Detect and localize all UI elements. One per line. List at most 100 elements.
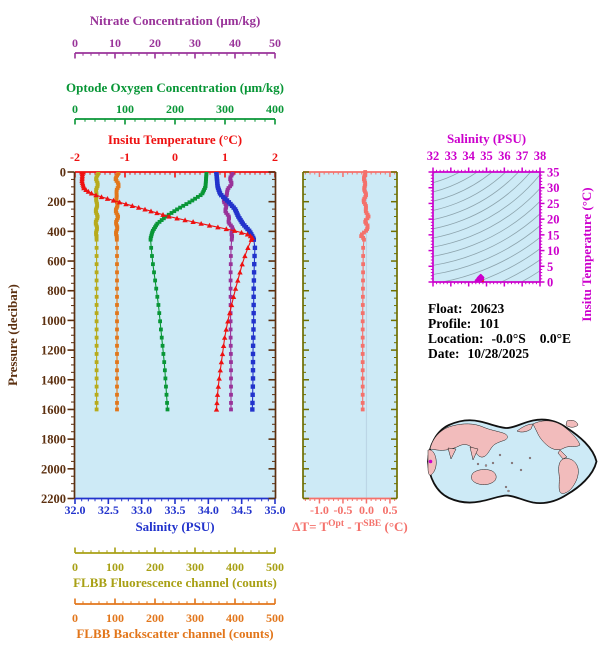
pressure-tick-label: 1000 xyxy=(41,314,66,328)
nitrate-marker xyxy=(229,384,233,389)
temperature-marker xyxy=(215,383,222,389)
delta-panel-background xyxy=(303,172,397,499)
fluorescence-tick-label: 0 xyxy=(72,560,78,574)
backscatter-tick-label: 500 xyxy=(266,611,284,625)
map-island xyxy=(484,464,488,467)
ts-temperature-tick-label: 30 xyxy=(547,181,560,195)
temperature-marker xyxy=(244,231,251,237)
backscatter-marker xyxy=(115,278,119,283)
oxygen-marker xyxy=(165,407,170,412)
delta-title-part: - T xyxy=(344,519,364,534)
fluorescence-tick-label: 500 xyxy=(266,560,284,574)
nitrate-marker xyxy=(229,407,233,412)
temperature-marker xyxy=(221,334,228,340)
map-landmass xyxy=(558,458,579,494)
oxygen-marker xyxy=(154,286,159,291)
salinity-marker xyxy=(250,359,256,365)
map-landmass xyxy=(565,419,579,428)
temperature-tick-label: 2 xyxy=(272,150,278,164)
temperature-marker xyxy=(225,318,231,324)
ts-salinity-axis-title: Salinity (PSU) xyxy=(447,131,526,146)
backscatter-marker xyxy=(115,319,119,324)
oxygen-marker xyxy=(187,200,192,205)
salinity-marker xyxy=(252,245,258,251)
temperature-marker xyxy=(232,285,239,291)
nitrate-tick-label: 20 xyxy=(149,36,161,50)
delta-tick-label: 0.0 xyxy=(359,503,374,517)
temperature-marker xyxy=(238,229,245,235)
delta-series-group xyxy=(359,170,371,412)
salinity-marker xyxy=(250,351,256,357)
nitrate-axis-title: Nitrate Concentration (μm/kg) xyxy=(90,13,261,28)
delta_t-marker xyxy=(360,335,365,340)
salinity-axis-title: Salinity (PSU) xyxy=(135,519,214,534)
temperature-marker xyxy=(213,406,220,412)
temperature-marker xyxy=(85,188,92,194)
nitrate-tick-label: 40 xyxy=(229,36,241,50)
fluorescence-marker xyxy=(94,327,99,332)
fluorescence-marker xyxy=(94,376,99,381)
oxygen-marker xyxy=(152,270,156,275)
salinity-tick-label: 34.0 xyxy=(198,503,219,517)
delta-tick-label: 0.5 xyxy=(382,503,397,517)
delta_t-marker xyxy=(361,270,365,275)
oxygen-marker xyxy=(193,196,197,201)
delta-axis-title: ΔT= TOpt - TSBE (°C) xyxy=(292,519,408,534)
delta_t-marker xyxy=(360,319,365,324)
delta_t-marker xyxy=(360,311,365,316)
pressure-tick-label: 800 xyxy=(47,284,66,298)
temperature-marker xyxy=(214,400,220,406)
map-float-location-marker xyxy=(428,459,433,464)
map-landmass xyxy=(532,420,581,450)
delta-title-part: ΔT= T xyxy=(292,519,328,534)
nitrate-marker xyxy=(228,352,233,356)
temperature-marker xyxy=(154,210,160,216)
temperature-marker xyxy=(242,253,248,259)
fluorescence-marker xyxy=(94,360,99,365)
temperature-marker xyxy=(104,196,111,201)
nitrate-marker xyxy=(229,392,233,397)
salinity-tick-label: 33.0 xyxy=(131,503,152,517)
delta_t-marker xyxy=(360,360,365,365)
salinity-marker xyxy=(250,392,255,397)
oxygen-tick-label: 400 xyxy=(266,102,284,116)
fluorescence-marker xyxy=(94,278,99,283)
salinity-marker xyxy=(252,253,257,259)
salinity-marker xyxy=(250,400,255,406)
salinity-marker xyxy=(250,343,256,348)
backscatter-marker xyxy=(115,294,119,299)
salinity-tick-label: 35.0 xyxy=(265,503,286,517)
delta_t-marker xyxy=(361,278,365,283)
oxygen-marker xyxy=(156,303,161,307)
nitrate-marker xyxy=(229,376,233,381)
location-line: Location: -0.0°S 0.0°E xyxy=(428,331,571,346)
fluorescence-marker xyxy=(94,352,99,356)
temperature-tick-label: -1 xyxy=(120,150,130,164)
backscatter-marker xyxy=(115,384,119,389)
nitrate-tick-label: 50 xyxy=(269,36,281,50)
backscatter-marker xyxy=(115,401,119,405)
fluorescence-marker xyxy=(94,254,99,258)
delta_t-marker xyxy=(361,262,366,267)
oxygen-marker xyxy=(157,311,162,316)
fluorescence-marker xyxy=(94,311,99,316)
ts-temperature-tick-label: 10 xyxy=(547,244,560,258)
fluorescence-marker xyxy=(94,319,99,324)
temperature-marker xyxy=(219,351,226,357)
oxygen-tick-label: 100 xyxy=(116,102,134,116)
oxygen-marker xyxy=(181,203,186,208)
delta-title-part: (°C) xyxy=(381,519,408,534)
map-island xyxy=(519,468,523,472)
fluorescence-marker xyxy=(94,401,99,405)
ts-points-group xyxy=(472,273,485,282)
fluorescence-marker xyxy=(94,237,99,242)
temperature-marker xyxy=(218,359,225,365)
oxygen-tick-label: 0 xyxy=(72,102,78,116)
nitrate-marker xyxy=(228,262,233,267)
float-label: Float: xyxy=(428,301,463,316)
delta-title-part: SBE xyxy=(363,519,381,529)
nitrate-tick-label: 10 xyxy=(109,36,121,50)
delta_t-marker xyxy=(361,245,366,250)
delta_t-marker xyxy=(360,407,365,412)
backscatter-marker xyxy=(115,262,119,267)
